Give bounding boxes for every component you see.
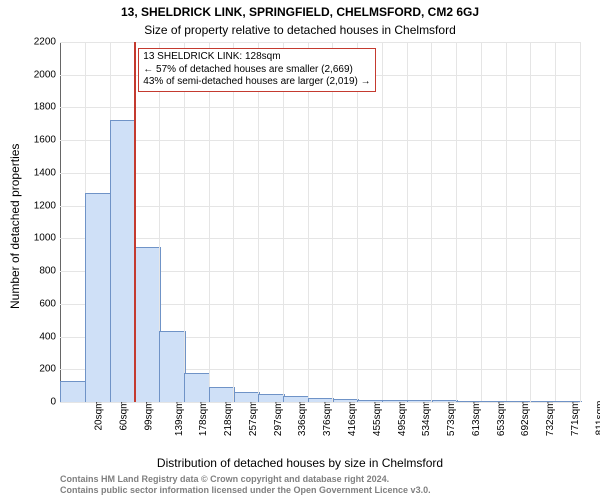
footer-line-1: Contains HM Land Registry data © Crown c… <box>60 474 431 485</box>
x-axis-label: Distribution of detached houses by size … <box>0 456 600 470</box>
x-tick-label: 653sqm <box>496 401 507 437</box>
histogram-bar <box>555 401 581 402</box>
y-tick-label: 1200 <box>16 200 56 211</box>
gridline-vertical <box>233 42 234 402</box>
histogram-bar <box>85 193 111 402</box>
gridline-vertical <box>506 42 507 402</box>
chart-title-address: 13, SHELDRICK LINK, SPRINGFIELD, CHELMSF… <box>0 5 600 19</box>
x-tick-label: 416sqm <box>347 401 358 437</box>
x-tick-label: 732sqm <box>545 401 556 437</box>
histogram-bar <box>135 247 161 402</box>
gridline-vertical <box>332 42 333 402</box>
chart-title-subtitle: Size of property relative to detached ho… <box>0 23 600 37</box>
x-tick-label: 218sqm <box>223 401 234 437</box>
histogram-bar <box>481 401 507 402</box>
gridline-vertical <box>407 42 408 402</box>
y-tick-label: 400 <box>16 331 56 342</box>
annotation-line-3: 43% of semi-detached houses are larger (… <box>143 76 370 89</box>
footer-attribution: Contains HM Land Registry data © Crown c… <box>60 474 431 496</box>
x-tick-label: 178sqm <box>199 401 210 437</box>
gridline-horizontal <box>60 107 580 108</box>
gridline-vertical <box>456 42 457 402</box>
annotation-line-1: 13 SHELDRICK LINK: 128sqm <box>143 51 370 64</box>
plot-area: 0200400600800100012001400160018002000220… <box>60 42 580 402</box>
y-tick-label: 200 <box>16 364 56 375</box>
x-tick-label: 613sqm <box>471 401 482 437</box>
footer-line-2: Contains public sector information licen… <box>60 485 431 496</box>
x-tick-label: 771sqm <box>570 401 581 437</box>
x-tick-label: 257sqm <box>248 401 259 437</box>
gridline-vertical <box>283 42 284 402</box>
y-tick-label: 0 <box>16 397 56 408</box>
x-tick-label: 534sqm <box>421 401 432 437</box>
gridline-horizontal <box>60 206 580 207</box>
histogram-bar <box>382 400 408 402</box>
histogram-bar <box>333 399 359 402</box>
gridline-vertical <box>481 42 482 402</box>
gridline-vertical <box>357 42 358 402</box>
x-tick-label: 99sqm <box>143 401 154 431</box>
histogram-bar <box>159 331 185 402</box>
x-tick-label: 573sqm <box>446 401 457 437</box>
gridline-horizontal <box>60 42 580 43</box>
annotation-line-2: ← 57% of detached houses are smaller (2,… <box>143 64 370 77</box>
y-tick-label: 600 <box>16 298 56 309</box>
histogram-bar <box>283 396 309 402</box>
histogram-bar <box>432 400 458 402</box>
gridline-horizontal <box>60 173 580 174</box>
y-tick-label: 1800 <box>16 102 56 113</box>
gridline-horizontal <box>60 238 580 239</box>
x-tick-label: 297sqm <box>273 401 284 437</box>
gridline-vertical <box>555 42 556 402</box>
y-tick-label: 2200 <box>16 37 56 48</box>
reference-line <box>134 42 136 402</box>
y-tick-label: 800 <box>16 266 56 277</box>
histogram-bar <box>456 401 482 402</box>
histogram-bar <box>258 394 284 402</box>
x-tick-label: 376sqm <box>322 401 333 437</box>
histogram-bar <box>209 387 235 402</box>
gridline-vertical <box>431 42 432 402</box>
histogram-bar <box>357 400 383 402</box>
histogram-bar <box>407 400 433 402</box>
gridline-vertical <box>258 42 259 402</box>
x-tick-label: 811sqm <box>594 401 600 436</box>
gridline-horizontal <box>60 140 580 141</box>
y-tick-label: 2000 <box>16 69 56 80</box>
x-tick-label: 60sqm <box>119 401 130 431</box>
x-tick-label: 495sqm <box>397 401 408 437</box>
gridline-vertical <box>184 42 185 402</box>
histogram-bar <box>234 392 260 402</box>
histogram-bar <box>531 401 557 402</box>
gridline-vertical <box>209 42 210 402</box>
gridline-vertical <box>308 42 309 402</box>
x-tick-label: 692sqm <box>520 401 531 437</box>
histogram-bar <box>184 373 210 402</box>
gridline-vertical <box>580 42 581 402</box>
gridline-vertical <box>530 42 531 402</box>
x-tick-label: 455sqm <box>372 401 383 437</box>
gridline-vertical <box>382 42 383 402</box>
reference-annotation: 13 SHELDRICK LINK: 128sqm← 57% of detach… <box>138 48 375 92</box>
y-axis-line <box>60 42 61 402</box>
histogram-bar <box>308 398 334 402</box>
y-tick-label: 1600 <box>16 135 56 146</box>
histogram-bar <box>60 381 86 402</box>
x-tick-label: 336sqm <box>298 401 309 437</box>
x-tick-label: 20sqm <box>94 401 105 431</box>
x-tick-label: 139sqm <box>174 401 185 437</box>
histogram-bar <box>506 401 532 402</box>
histogram-bar <box>110 120 136 402</box>
y-tick-label: 1000 <box>16 233 56 244</box>
y-tick-label: 1400 <box>16 167 56 178</box>
